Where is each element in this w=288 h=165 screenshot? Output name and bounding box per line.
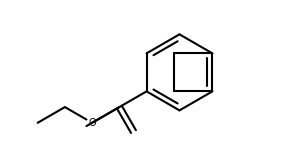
Text: O: O: [88, 118, 96, 128]
